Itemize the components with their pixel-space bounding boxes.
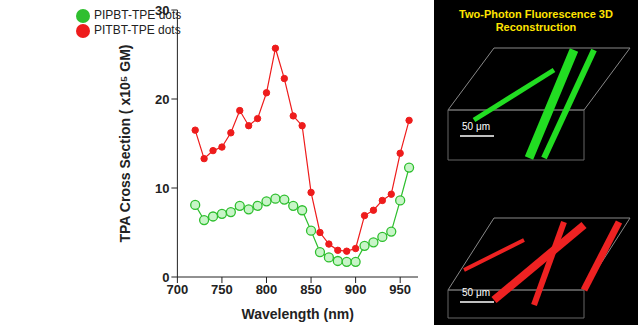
svg-text:50 μm: 50 μm	[462, 121, 490, 132]
svg-text:30: 30	[155, 3, 169, 18]
svg-text:850: 850	[300, 282, 322, 297]
svg-text:950: 950	[389, 282, 411, 297]
svg-text:900: 900	[345, 282, 367, 297]
svg-text:Wavelength (nm): Wavelength (nm)	[242, 306, 354, 322]
svg-text:800: 800	[256, 282, 278, 297]
svg-text:10: 10	[155, 181, 169, 196]
svg-text:700: 700	[167, 282, 189, 297]
svg-text:750: 750	[211, 282, 233, 297]
svg-text:50 μm: 50 μm	[462, 287, 490, 298]
svg-text:0: 0	[162, 270, 169, 285]
svg-text:TPA Cross Section ( x10⁵ GM): TPA Cross Section ( x10⁵ GM)	[117, 45, 133, 243]
svg-text:20: 20	[155, 92, 169, 107]
